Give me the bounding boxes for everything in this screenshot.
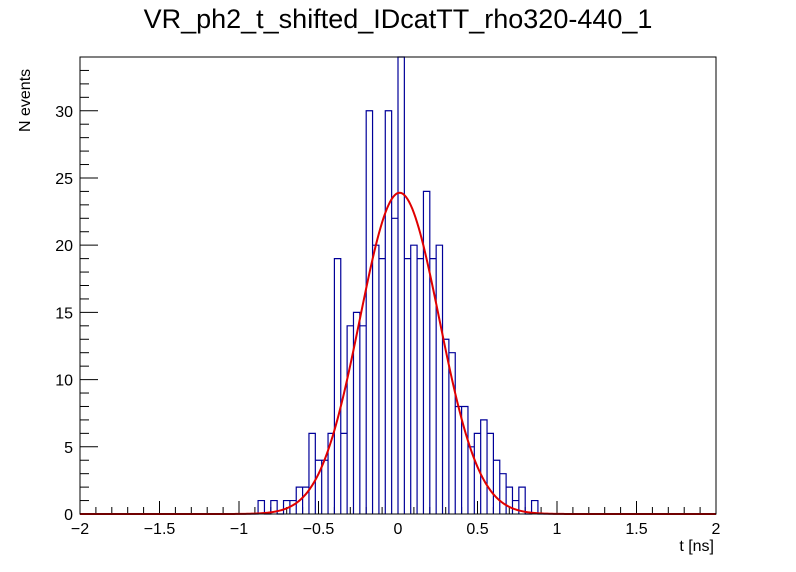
x-tick-label: −1	[230, 521, 248, 538]
y-tick-label: 20	[55, 238, 73, 255]
x-tick-label: 2	[712, 521, 721, 538]
x-tick-label: 1.5	[625, 521, 647, 538]
x-tick-label: 0	[394, 521, 403, 538]
y-tick-label: 0	[64, 507, 73, 524]
y-tick-label: 25	[55, 171, 73, 188]
y-tick-label: 15	[55, 305, 73, 322]
x-tick-label: 0.5	[466, 521, 488, 538]
histogram-series	[80, 56, 716, 515]
y-tick-label: 10	[55, 373, 73, 390]
plot-frame	[79, 56, 717, 515]
x-tick-label: −0.5	[303, 521, 335, 538]
x-tick-label: 1	[553, 521, 562, 538]
y-tick-labels: 0 5 10 15 20 25 30	[55, 104, 73, 524]
y-tick-label: 30	[55, 104, 73, 121]
chart-title: VR_ph2_t_shifted_IDcatTT_rho320-440_1	[143, 4, 653, 34]
x-axis-label: t [ns]	[679, 538, 714, 555]
axis-ticks	[79, 56, 717, 515]
x-tick-label: −1.5	[144, 521, 176, 538]
y-tick-label: 5	[64, 440, 73, 457]
x-tick-labels: −2 −1.5 −1 −0.5 0 0.5 1 1.5 2	[71, 521, 721, 538]
x-tick-label: −2	[71, 521, 89, 538]
y-axis-label: N events	[17, 68, 34, 132]
